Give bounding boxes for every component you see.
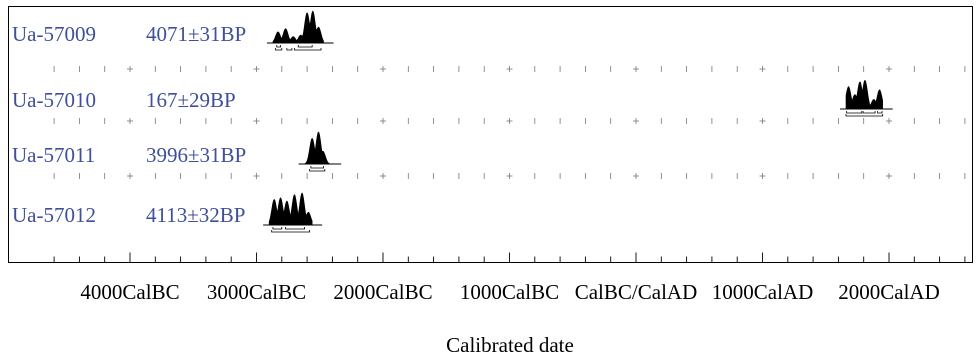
x-tick-label: 2000CalAD [838,280,940,304]
sigma1-range [846,111,863,114]
probability-distribution [272,10,324,44]
x-axis: 4000CalBC 3000CalBC 2000CalBC 1000CalBC CalB… [53,252,966,304]
x-axis-title: Calibrated date [446,333,574,357]
sample-age: 167±29BP [146,88,236,112]
sigma1-range [272,227,283,230]
sample-row: Ua-57010 167±29BP [12,79,893,117]
probability-distribution [845,79,883,110]
plot-frame [8,6,973,263]
x-tick-label: CalBC/CalAD [575,280,698,304]
sigma1-range [276,45,281,48]
sample-age: 4113±32BP [146,203,245,227]
sample-lab-code: Ua-57010 [12,88,96,112]
x-tick-label: 3000CalBC [207,280,306,304]
sample-row: Ua-57012 4113±32BP [12,192,323,233]
sigma1-range [877,111,883,114]
probability-distribution [268,192,313,226]
sample-lab-code: Ua-57012 [12,203,96,227]
sigma2-range [294,48,322,51]
x-tick-label: 2000CalBC [333,280,432,304]
sigma2-range [286,48,293,51]
sample-row: Ua-57011 3996±31BP [12,131,342,172]
sample-age: 3996±31BP [146,143,246,167]
probability-distribution [304,131,332,165]
sigma1-range [310,166,324,169]
sample-age: 4071±31BP [146,22,246,46]
x-tick-label: 4000CalBC [80,280,179,304]
x-tick-label: 1000CalAD [712,280,814,304]
row-separator-ticks [53,66,966,179]
sample-lab-code: Ua-57009 [12,22,96,46]
sigma2-range [845,114,884,117]
sigma2-range [309,169,326,172]
sigma2-range [275,48,283,51]
sigma1-range [297,45,313,48]
x-tick-label: 1000CalBC [460,280,559,304]
sigma2-range [271,230,311,233]
sigma1-range [862,111,876,114]
sigma1-range [285,227,305,230]
sample-row: Ua-57009 4071±31BP [12,10,334,51]
sample-lab-code: Ua-57011 [12,143,95,167]
